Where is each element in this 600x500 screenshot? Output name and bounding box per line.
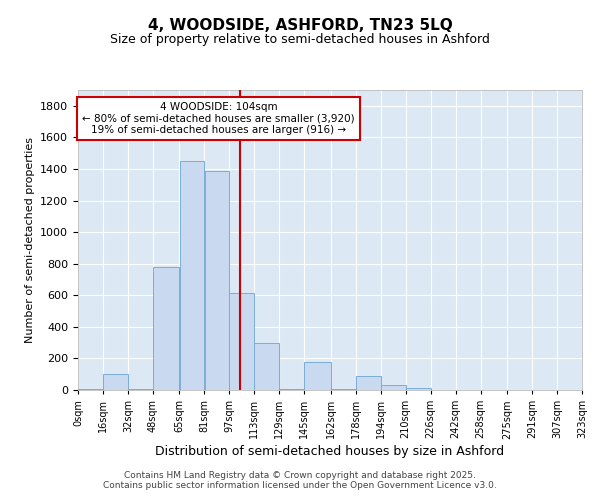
Bar [205,172,229,390]
Bar [254,342,279,390]
Bar [78,389,103,390]
Bar [381,386,406,390]
Bar [128,389,153,390]
Text: 4, WOODSIDE, ASHFORD, TN23 5LQ: 4, WOODSIDE, ASHFORD, TN23 5LQ [148,18,452,32]
Bar [280,389,304,390]
Bar [331,389,356,390]
Bar [229,293,254,390]
Bar [153,267,179,390]
Bar [356,376,380,390]
X-axis label: Distribution of semi-detached houses by size in Ashford: Distribution of semi-detached houses by … [155,446,505,458]
Y-axis label: Number of semi-detached properties: Number of semi-detached properties [25,137,35,343]
Bar [304,362,331,390]
Bar [179,161,204,390]
Text: Contains HM Land Registry data © Crown copyright and database right 2025.
Contai: Contains HM Land Registry data © Crown c… [103,470,497,490]
Text: Size of property relative to semi-detached houses in Ashford: Size of property relative to semi-detach… [110,32,490,46]
Text: 4 WOODSIDE: 104sqm
← 80% of semi-detached houses are smaller (3,920)
19% of semi: 4 WOODSIDE: 104sqm ← 80% of semi-detache… [82,102,355,135]
Bar [406,388,431,390]
Bar [103,374,128,390]
